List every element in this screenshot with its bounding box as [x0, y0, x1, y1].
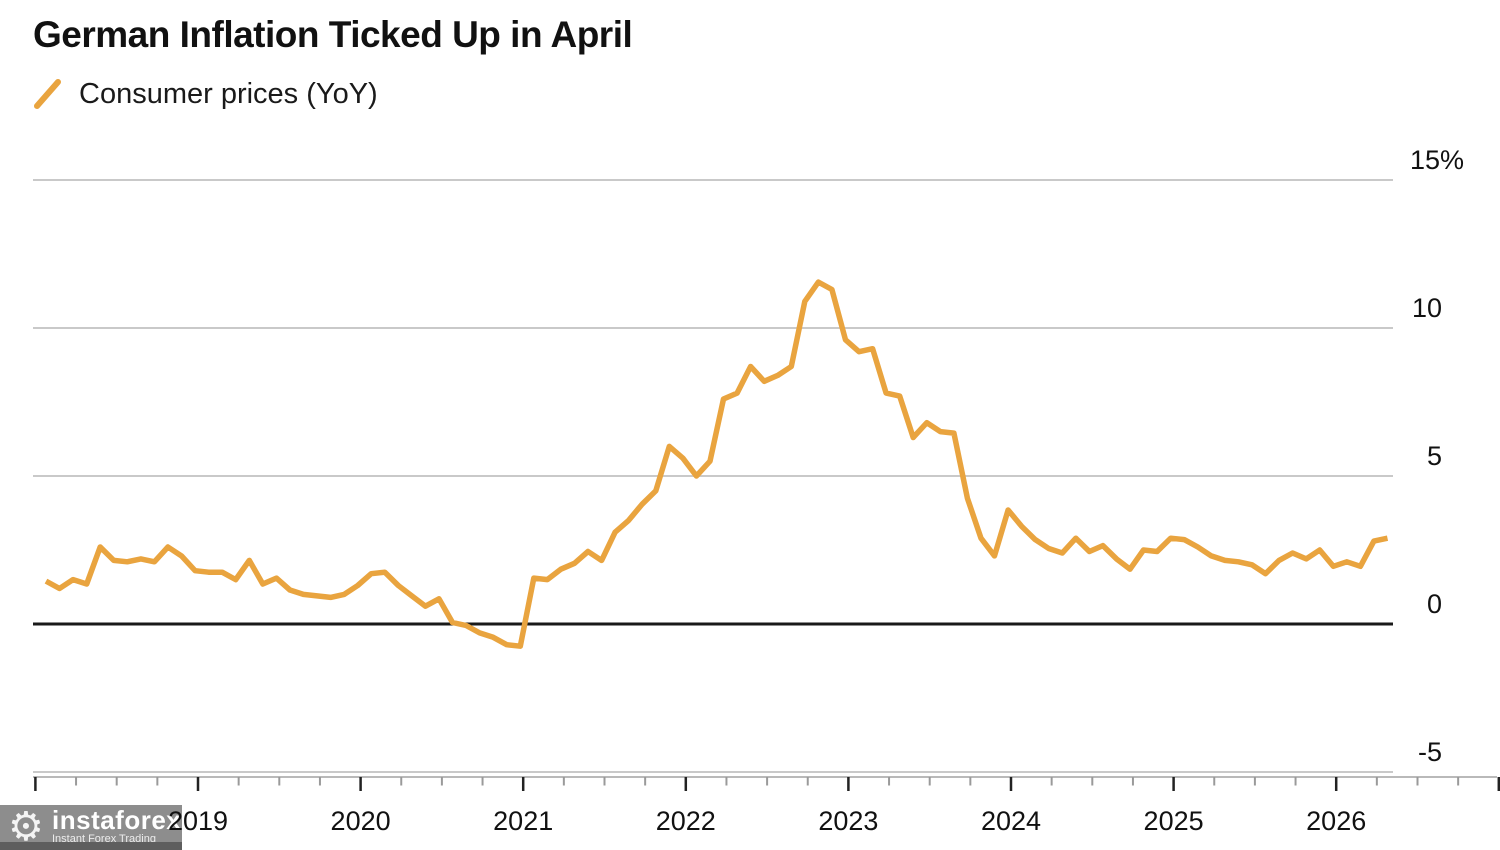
y-axis-label: 10 — [1412, 293, 1442, 323]
legend-label: Consumer prices (YoY) — [79, 77, 378, 110]
y-axis-label: 0 — [1427, 589, 1442, 619]
legend: Consumer prices (YoY) — [33, 76, 378, 112]
y-axis-label: -5 — [1418, 737, 1442, 767]
x-axis-label: 2020 — [331, 806, 391, 836]
chart-title: German Inflation Ticked Up in April — [33, 14, 633, 55]
x-axis-label: 2019 — [168, 806, 228, 836]
x-axis-label: 2026 — [1306, 806, 1366, 836]
y-axis-label: 15% — [1410, 145, 1464, 175]
x-axis-label: 2024 — [981, 806, 1041, 836]
x-axis-label: 2023 — [818, 806, 878, 836]
inflation-line — [44, 279, 1389, 649]
watermark-brand: instaforex — [52, 805, 182, 835]
x-axis-label: 2025 — [1144, 806, 1204, 836]
watermark-footer-strip — [0, 842, 182, 850]
watermark: ⚙ instaforex Instant Forex Trading — [0, 805, 182, 850]
legend-line-swatch-icon — [34, 79, 61, 109]
y-axis-label: 5 — [1427, 441, 1442, 471]
x-axis-label: 2022 — [656, 806, 716, 836]
x-axis-label: 2021 — [493, 806, 553, 836]
